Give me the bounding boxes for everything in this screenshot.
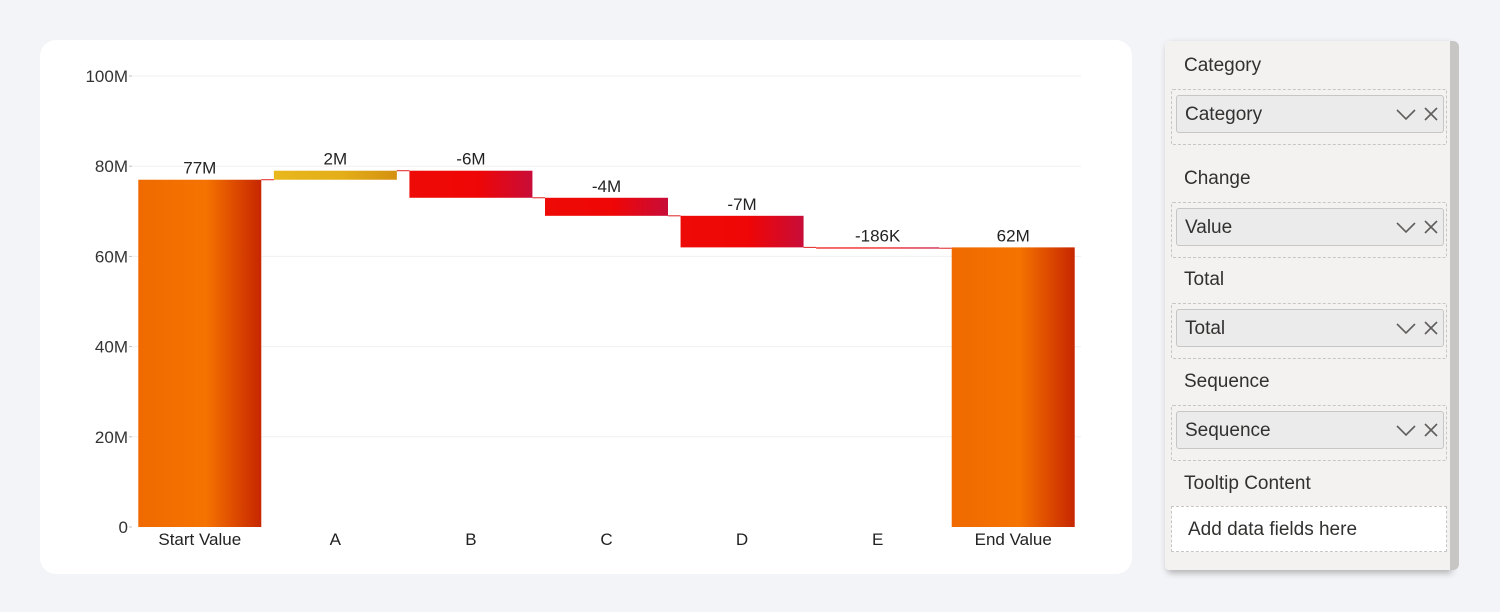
data-label: -4M bbox=[592, 177, 621, 196]
well-title-category: Category bbox=[1184, 55, 1262, 76]
well-title-total: Total bbox=[1184, 269, 1225, 290]
x-tick-label: A bbox=[330, 530, 342, 549]
close-icon[interactable] bbox=[1423, 422, 1439, 438]
data-label: -186K bbox=[855, 226, 901, 245]
bar-end-value bbox=[951, 247, 1075, 527]
data-label: 62M bbox=[997, 226, 1030, 245]
field-pill-label: Value bbox=[1185, 217, 1233, 238]
well-total[interactable]: Total bbox=[1171, 303, 1447, 359]
x-tick-label: C bbox=[600, 530, 612, 549]
field-pill-label: Category bbox=[1185, 104, 1263, 125]
bar-b bbox=[409, 170, 533, 198]
waterfall-chart: 0 20M 40M 60M 80M 100M 77M Start Value 2M A -6M B -4… bbox=[85, 67, 1081, 549]
add-data-fields-placeholder: Add data fields here bbox=[1188, 519, 1358, 540]
close-icon[interactable] bbox=[1423, 320, 1439, 336]
waterfall-chart-card: 0 20M 40M 60M 80M 100M 77M Start Value 2M A -6M B -4… bbox=[40, 40, 1132, 574]
y-tick-label: 80M bbox=[95, 157, 128, 176]
x-tick-label: E bbox=[872, 530, 883, 549]
well-title-tooltip-content: Tooltip Content bbox=[1184, 473, 1311, 494]
well-sequence[interactable]: Sequence bbox=[1171, 405, 1447, 461]
fields-panel: Category Category Change Value Total Tot… bbox=[1165, 41, 1450, 570]
well-category[interactable]: Category bbox=[1171, 89, 1447, 145]
x-tick-label: D bbox=[736, 530, 748, 549]
y-tick-label: 100M bbox=[85, 67, 128, 86]
bar-a bbox=[273, 170, 397, 180]
y-tick-label: 20M bbox=[95, 428, 128, 447]
field-pill-total[interactable]: Total bbox=[1176, 309, 1444, 347]
x-tick-label: End Value bbox=[975, 530, 1052, 549]
field-pill-sequence[interactable]: Sequence bbox=[1176, 411, 1444, 449]
y-tick-label: 0 bbox=[119, 518, 128, 537]
data-label: 2M bbox=[324, 150, 348, 169]
bar-d bbox=[680, 215, 804, 248]
bar-c bbox=[545, 197, 668, 216]
chevron-down-icon[interactable] bbox=[1396, 109, 1416, 121]
field-pill-label: Total bbox=[1185, 318, 1226, 339]
field-pill-category[interactable]: Category bbox=[1176, 95, 1444, 133]
close-icon[interactable] bbox=[1423, 106, 1439, 122]
panel-scrollbar[interactable] bbox=[1450, 41, 1459, 570]
bar-start-value bbox=[138, 179, 262, 528]
chevron-down-icon[interactable] bbox=[1396, 323, 1416, 335]
data-label: 77M bbox=[183, 159, 216, 178]
bar-e bbox=[816, 247, 940, 249]
chevron-down-icon[interactable] bbox=[1396, 222, 1416, 234]
field-pill-value[interactable]: Value bbox=[1176, 208, 1444, 246]
x-tick-label: B bbox=[465, 530, 476, 549]
field-pill-label: Sequence bbox=[1185, 420, 1271, 441]
data-label: -7M bbox=[727, 195, 756, 214]
well-title-change: Change bbox=[1184, 168, 1251, 189]
well-title-sequence: Sequence bbox=[1184, 371, 1270, 392]
close-icon[interactable] bbox=[1423, 219, 1439, 235]
chevron-down-icon[interactable] bbox=[1396, 425, 1416, 437]
well-change[interactable]: Value bbox=[1171, 202, 1447, 258]
y-tick-label: 40M bbox=[95, 338, 128, 357]
tooltip-drop-zone[interactable]: Add data fields here bbox=[1171, 506, 1447, 552]
x-tick-label: Start Value bbox=[158, 530, 241, 549]
data-label: -6M bbox=[456, 150, 485, 169]
y-tick-label: 60M bbox=[95, 247, 128, 266]
